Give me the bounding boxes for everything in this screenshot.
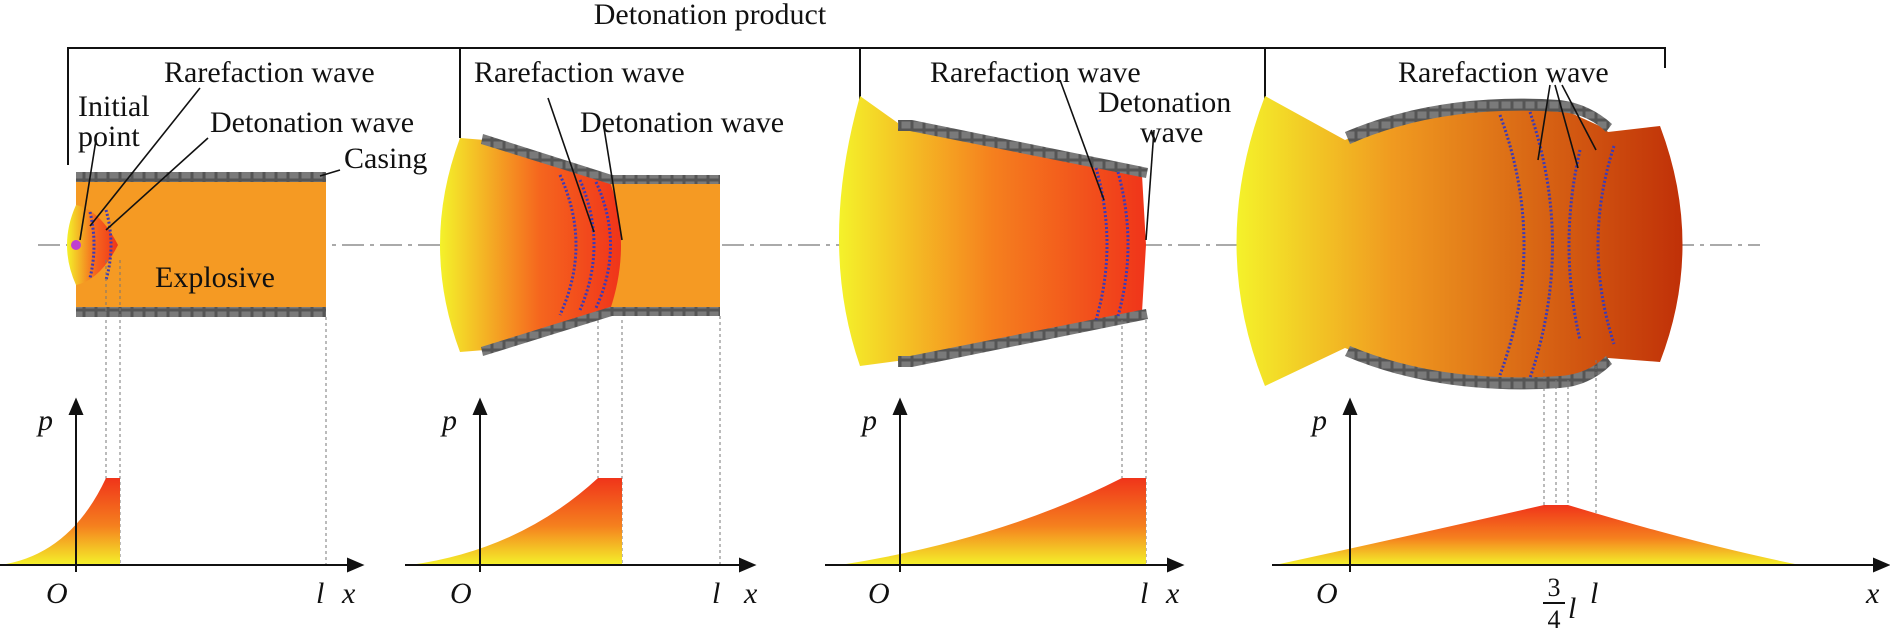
axis-o-3: O (868, 577, 890, 610)
wave-4c (1567, 149, 1582, 341)
panel-4: Rarefaction wave p O 3 4 l l x (1236, 56, 1890, 634)
label-detonation-3a: Detonation (1098, 86, 1231, 119)
axis-o-1: O (46, 577, 68, 610)
axis-p-1: p (36, 404, 53, 437)
label-detonation-2: Detonation wave (580, 106, 784, 139)
axis-x-1: x (341, 577, 356, 610)
casing-upper-3 (898, 120, 1148, 178)
axis-o-2: O (450, 577, 472, 610)
panel-1: Rarefaction wave Initial point Detonatio… (0, 56, 427, 610)
axes-4 (1272, 397, 1890, 573)
axis-l-2: l (712, 577, 720, 610)
casing-lower-4 (1345, 346, 1612, 390)
panel-3: Rarefaction wave Detonation wave p O l x (825, 56, 1231, 610)
inner-wave-3 (1116, 171, 1130, 317)
leader-lines-2 (547, 97, 623, 241)
axis-x-4: x (1865, 577, 1880, 610)
casing-lower-2 (481, 307, 720, 356)
rarefaction-wave-3 (1094, 167, 1109, 321)
product-region-3 (839, 96, 1146, 366)
axis-x-3: x (1165, 577, 1180, 610)
axis-l-3: l (1140, 577, 1148, 610)
axis-frac-den: 4 (1548, 605, 1561, 634)
casing-bottom (76, 307, 326, 317)
product-region-2 (440, 138, 621, 352)
axis-frac-num: 3 (1548, 573, 1561, 602)
leader-lines (79, 87, 341, 241)
axis-p-2: p (440, 404, 457, 437)
label-rarefaction-3: Rarefaction wave (930, 56, 1141, 89)
axis-p-4: p (1310, 404, 1327, 437)
label-explosive: Explosive (155, 261, 275, 294)
initial-point (71, 240, 81, 250)
label-rarefaction-1: Rarefaction wave (164, 56, 375, 89)
pressure-curve-2 (410, 478, 622, 565)
pressure-curve-3 (840, 478, 1146, 565)
product-region-4 (1236, 96, 1683, 386)
axes-3 (825, 397, 1185, 573)
rarefaction-wave (88, 211, 96, 279)
casing-top (76, 172, 326, 182)
detonation-wave (104, 209, 113, 281)
label-detonation-1: Detonation wave (210, 106, 414, 139)
panel-2: Rarefaction wave Detonation wave p O l x (405, 56, 784, 610)
axes-2 (405, 397, 757, 573)
pressure-curve-4 (1275, 505, 1800, 565)
label-rarefaction-2: Rarefaction wave (474, 56, 685, 89)
axis-o-4: O (1316, 577, 1338, 610)
inner-wave-2 (558, 174, 578, 316)
axis-l-4: l (1590, 577, 1598, 610)
label-initial-1: Initial (78, 90, 150, 123)
casing-upper-2 (481, 134, 720, 184)
leader-lines-3 (1059, 79, 1155, 241)
axis-l-1: l (316, 577, 324, 610)
label-detonation-3b: wave (1140, 116, 1203, 149)
axis-x-2: x (743, 577, 758, 610)
pressure-curve (0, 478, 120, 565)
title: Detonation product (594, 0, 827, 31)
axis-frac-l: l (1568, 592, 1576, 625)
axis-p-3: p (860, 404, 877, 437)
axes-1 (0, 397, 365, 573)
casing-lower-3 (898, 309, 1148, 367)
label-initial-2: point (78, 120, 140, 153)
explosive-body-2 (610, 182, 720, 310)
explosive-body (76, 182, 326, 310)
leader-lines-4 (1537, 84, 1597, 169)
wave-4d (1596, 145, 1616, 345)
wave-4a (1498, 114, 1526, 376)
detonation-wave-2 (594, 181, 612, 309)
label-rarefaction-4: Rarefaction wave (1398, 56, 1609, 89)
label-casing: Casing (344, 142, 427, 175)
